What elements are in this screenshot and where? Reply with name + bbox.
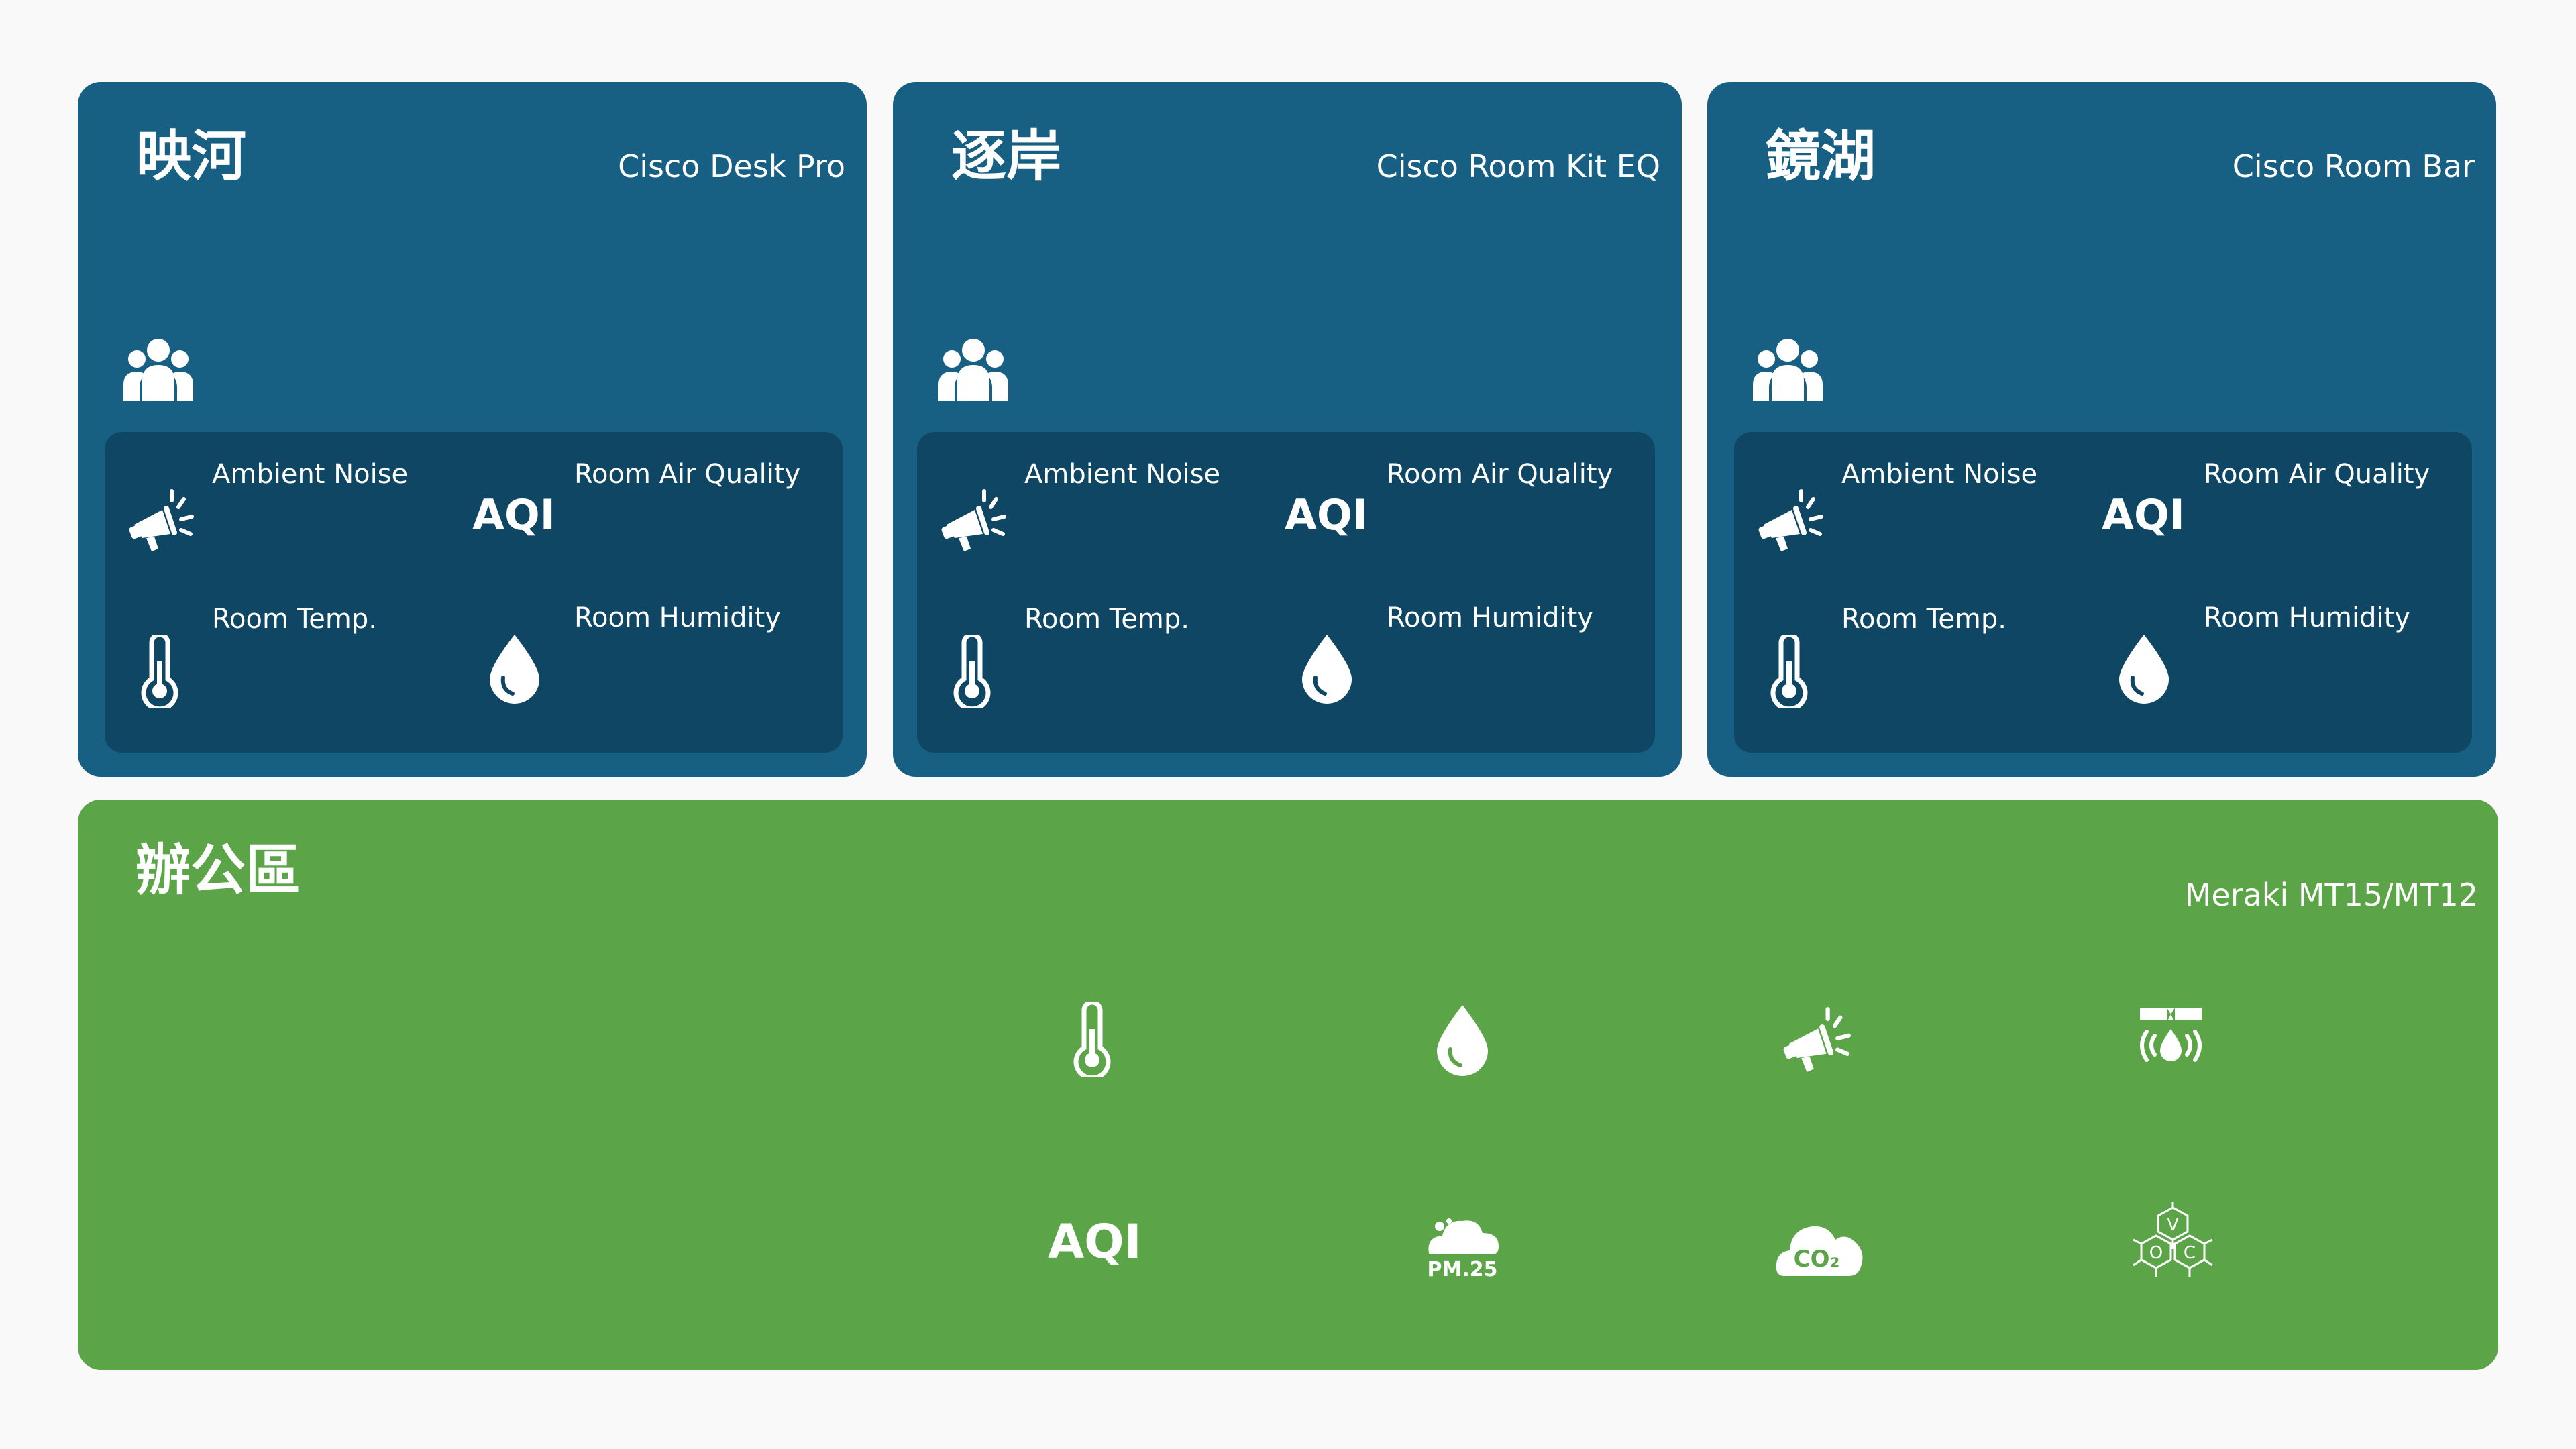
voc-molecule-icon: V O C <box>2133 1202 2213 1277</box>
room-temp-label: Room Temp. <box>1024 604 1189 635</box>
water-leak-icon <box>2140 1008 2202 1062</box>
aqi-label: AQI <box>472 490 555 539</box>
room-name: 逐岸 <box>951 125 1062 189</box>
people-icon <box>938 339 1008 401</box>
air-quality-label: Room Air Quality <box>1387 459 1613 490</box>
water-drop-icon <box>1437 1005 1488 1076</box>
room-temp-label: Room Temp. <box>1841 604 2006 635</box>
room-card-2[interactable]: 逐岸 Cisco Room Kit EQ Ambient Noise AQI <box>893 82 1682 777</box>
voc-letter-o: O <box>2149 1243 2163 1263</box>
people-icon <box>123 339 193 401</box>
room-name: 映河 <box>136 125 247 189</box>
ambient-noise-label: Ambient Noise <box>1024 459 1221 490</box>
megaphone-icon <box>129 489 194 551</box>
air-quality-label: Room Air Quality <box>2204 459 2430 490</box>
water-drop-icon <box>490 635 539 704</box>
air-quality-label: Room Air Quality <box>574 459 801 490</box>
aqi-label: AQI <box>2102 490 2185 539</box>
co2-cloud-icon: CO₂ <box>1776 1226 1863 1276</box>
room-card-3[interactable]: 鏡湖 Cisco Room Bar Ambient Noise AQI <box>1707 82 2496 777</box>
water-drop-icon <box>2119 635 2169 704</box>
office-card[interactable]: 辦公區 Meraki MT15/MT12 <box>78 800 2498 1370</box>
room-name: 鏡湖 <box>1766 125 1876 189</box>
office-device-name: Meraki MT15/MT12 <box>2184 877 2478 913</box>
ambient-noise-label: Ambient Noise <box>1841 459 2038 490</box>
device-name: Cisco Desk Pro <box>618 148 845 184</box>
water-drop-icon <box>1302 635 1352 704</box>
pm25-text: PM.25 <box>1428 1258 1498 1280</box>
room-humidity-label: Room Humidity <box>2204 602 2410 633</box>
room-humidity-label: Room Humidity <box>1387 602 1593 633</box>
voc-letter-v: V <box>2167 1215 2179 1235</box>
megaphone-icon <box>1758 489 1823 551</box>
thermometer-icon <box>1073 1002 1111 1077</box>
thermometer-icon <box>141 635 178 708</box>
sensor-panel: Ambient Noise AQI Room Air Quality Room … <box>917 432 1655 753</box>
ambient-noise-label: Ambient Noise <box>212 459 409 490</box>
pm25-cloud-icon: PM.25 <box>1428 1218 1499 1280</box>
aqi-label: AQI <box>1285 490 1368 539</box>
co2-text: CO₂ <box>1794 1246 1840 1273</box>
room-humidity-label: Room Humidity <box>574 602 781 633</box>
sensor-panel: Ambient Noise AQI Room Air Quality Room … <box>105 432 843 753</box>
room-card-1[interactable]: 映河 Cisco Desk Pro Ambient Noise AQI <box>78 82 867 777</box>
aqi-label: AQI <box>1048 1214 1142 1269</box>
voc-letter-c: C <box>2184 1243 2196 1263</box>
sensor-panel: Ambient Noise AQI Room Air Quality Room … <box>1734 432 2472 753</box>
thermometer-icon <box>953 635 991 708</box>
people-icon <box>1753 339 1823 401</box>
room-temp-label: Room Temp. <box>212 604 377 635</box>
megaphone-icon <box>1783 1007 1851 1072</box>
thermometer-icon <box>1770 635 1808 708</box>
office-name: 辦公區 <box>136 839 301 902</box>
device-name: Cisco Room Bar <box>2232 148 2475 184</box>
device-name: Cisco Room Kit EQ <box>1376 148 1660 184</box>
megaphone-icon <box>941 489 1006 551</box>
